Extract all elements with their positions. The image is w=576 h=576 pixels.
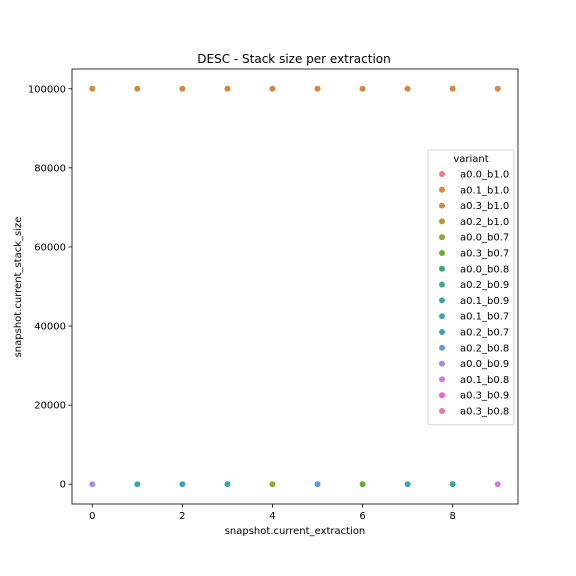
legend-title: variant: [453, 154, 488, 165]
y-tick-label: 80000: [34, 163, 66, 174]
legend: variant a0.0_b1.0 a0.1_b1.0 a0.3_b1.0 a0.2_b…: [427, 149, 515, 426]
y-tick-label: 0: [60, 480, 66, 491]
data-point: [224, 481, 231, 488]
data-point: [494, 481, 501, 488]
legend-marker: [439, 186, 445, 193]
x-axis-label: snapshot.current_extraction: [225, 526, 366, 537]
data-point: [269, 85, 276, 92]
data-point: [359, 85, 366, 92]
data-point: [449, 85, 456, 92]
legend-entry: a0.3_b0.8: [460, 407, 509, 418]
data-point: [449, 481, 456, 488]
legend-marker: [439, 408, 445, 414]
data-point: [269, 481, 276, 488]
legend-entry: a0.3_b0.9: [460, 391, 509, 402]
data-point: [494, 85, 501, 92]
legend-entry: a0.3_b0.7: [460, 249, 509, 260]
data-point: [359, 481, 366, 488]
legend-marker: [439, 313, 445, 320]
legend-box: [427, 149, 515, 426]
axes: 0 2 4 6 8 0 20000 40000 60000 80000 100000: [28, 84, 456, 522]
data-point: [134, 85, 141, 92]
data-point: [179, 481, 186, 488]
x-tick-label: 0: [89, 511, 95, 522]
legend-marker: [439, 281, 445, 288]
legend-entry: a0.0_b1.0: [460, 170, 509, 181]
legend-entry: a0.2_b1.0: [460, 217, 509, 228]
data-point: [134, 481, 141, 488]
x-tick-label: 4: [269, 511, 275, 522]
legend-marker: [439, 376, 445, 383]
plot-frame: [71, 68, 519, 505]
legend-marker: [439, 329, 445, 335]
data-point: [314, 85, 321, 92]
chart-title: DESC - Stack size per extraction: [197, 52, 391, 66]
legend-marker: [439, 392, 445, 399]
data-point: [404, 481, 411, 488]
legend-entry: a0.2_b0.7: [460, 328, 509, 339]
legend-entry: a0.3_b1.0: [460, 201, 509, 212]
y-tick-label: 20000: [34, 401, 66, 412]
data-point: [404, 85, 411, 92]
y-tick-label: 100000: [28, 84, 66, 95]
data-point: [224, 85, 231, 92]
legend-entry: a0.2_b0.8: [460, 343, 509, 354]
x-tick-label: 8: [449, 511, 455, 522]
legend-marker: [439, 234, 445, 241]
legend-marker: [439, 297, 445, 304]
legend-marker: [439, 265, 445, 272]
legend-entry: a0.0_b0.8: [460, 264, 509, 275]
legend-entry: a0.0_b0.9: [460, 359, 509, 370]
data-point: [179, 85, 186, 92]
y-tick-label: 40000: [34, 322, 66, 333]
legend-marker: [439, 218, 445, 225]
legend-marker: [439, 360, 445, 367]
legend-marker: [439, 202, 445, 209]
x-tick-label: 6: [359, 511, 365, 522]
legend-marker: [439, 171, 445, 177]
y-axis-label: snapshot.current_stack_size: [13, 217, 24, 358]
legend-entry: a0.2_b0.9: [460, 280, 509, 291]
y-tick-label: 60000: [34, 242, 66, 253]
data-point: [314, 481, 321, 488]
x-tick-label: 2: [179, 511, 185, 522]
data-point: [89, 481, 96, 488]
data-point: [89, 85, 96, 92]
legend-entry: a0.0_b0.7: [460, 233, 509, 244]
legend-entry: a0.1_b0.7: [460, 312, 509, 323]
legend-entry: a0.1_b1.0: [460, 185, 509, 196]
data-points: [89, 85, 501, 488]
legend-marker: [439, 250, 445, 256]
legend-marker: [439, 344, 445, 351]
legend-entry: a0.1_b0.8: [460, 375, 509, 386]
legend-entry: a0.1_b0.9: [460, 296, 509, 307]
